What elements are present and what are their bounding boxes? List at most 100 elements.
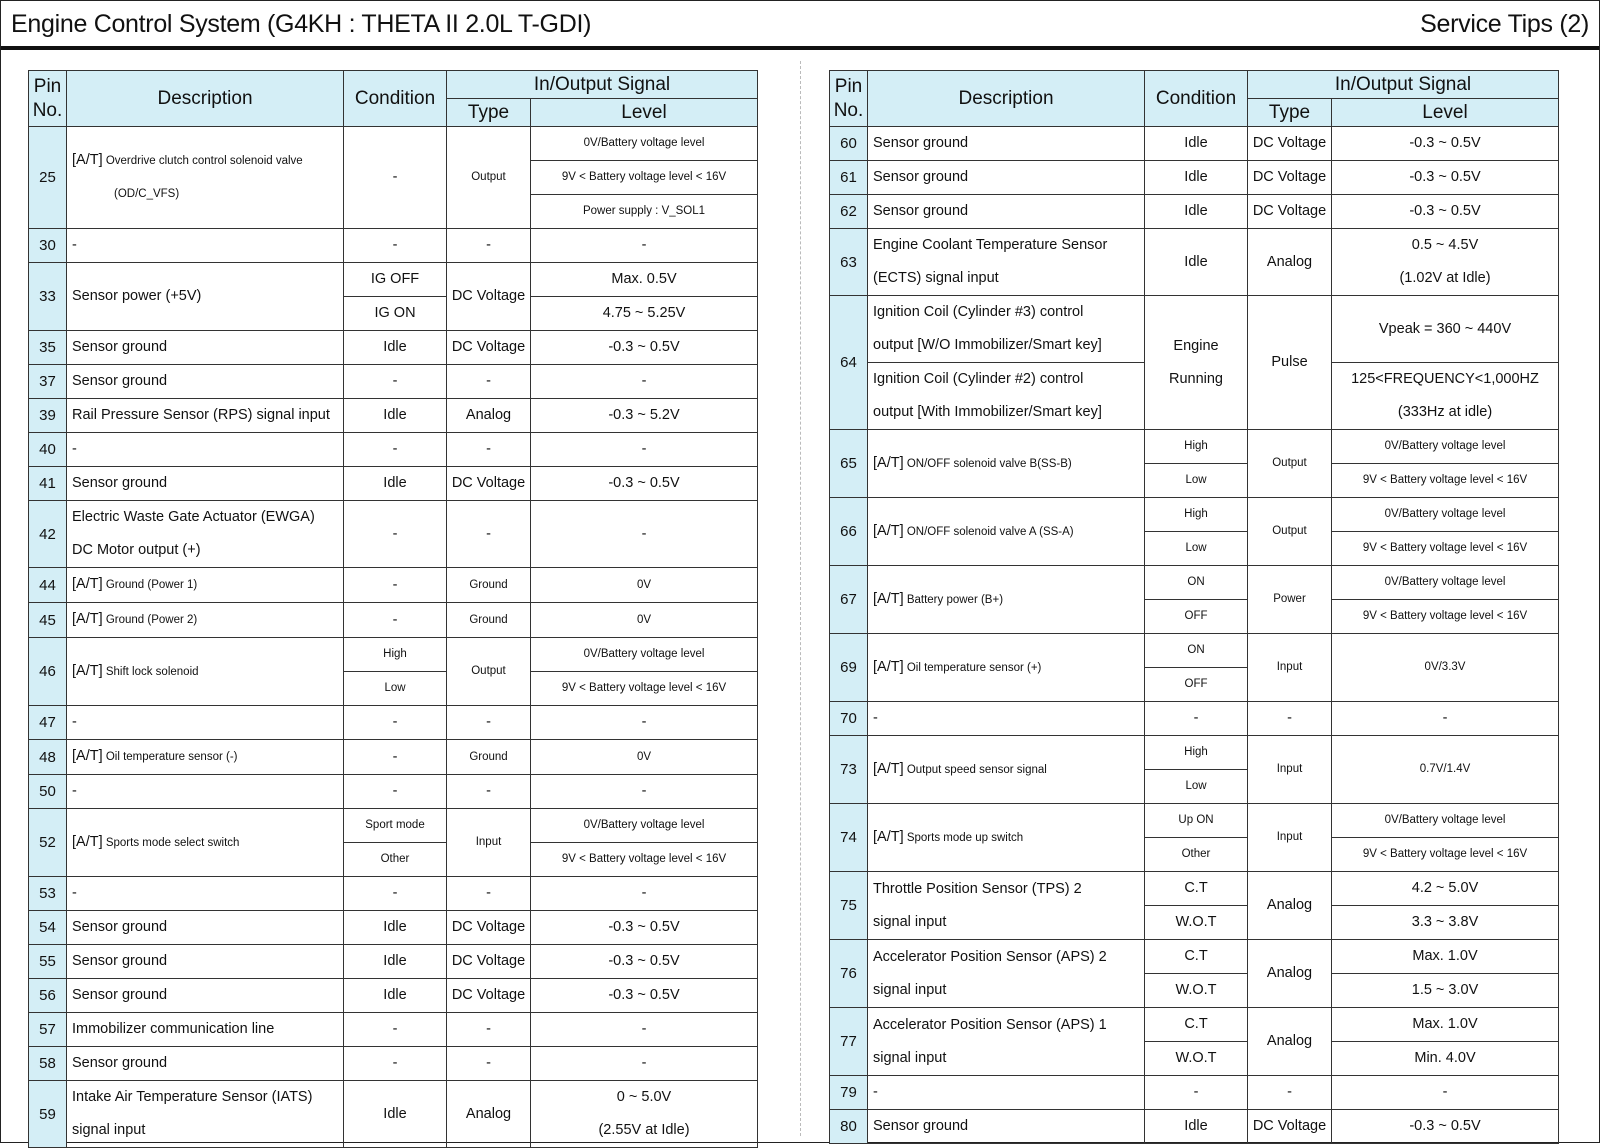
signal-cell: 4.2 ~ 5.0V <box>1330 871 1560 906</box>
at-prefix: [A/T] <box>873 522 904 539</box>
table-row: 47- - - - <box>28 705 759 740</box>
signal-cell: - <box>343 228 447 263</box>
description-text: ON/OFF solenoid valve A (SS-A) <box>906 525 1074 538</box>
pin-number: 42 <box>28 500 67 568</box>
table-header: Pin No. Description Condition In/Output Sig… <box>829 70 1560 127</box>
signal-cell: - <box>446 500 531 568</box>
signal-cell: Idle <box>343 398 447 433</box>
pin-table-left: Pin No. Description Condition In/Output Sig… <box>28 70 759 1148</box>
signal-cell: DC Voltage <box>1247 126 1332 161</box>
signal-cell: C.T <box>1144 939 1248 974</box>
pin-number: 77 <box>829 1007 868 1076</box>
table-row: 70- - - - <box>829 701 1560 736</box>
signal-cell: Idle <box>343 1080 447 1148</box>
pin-description: [A/T] Sports mode select switch <box>66 808 344 877</box>
service-tips-label: Service Tips (2) <box>1420 10 1589 38</box>
signal-cell: Input <box>1247 633 1332 702</box>
pin-description: Sensor power (+5V) <box>66 262 344 331</box>
col-header-type: Type <box>446 98 531 127</box>
at-prefix: [A/T] <box>72 576 103 592</box>
signal-cell: Up ON <box>1144 803 1248 838</box>
signal-cell: Other <box>343 842 447 877</box>
table-row: 75 Throttle Position Sensor (TPS) 2 signa… <box>829 871 1560 940</box>
signal-cell: 125<FREQUENCY<1,000HZ (333Hz at idle) <box>1330 362 1560 430</box>
signal-cell: C.T <box>1144 1007 1248 1042</box>
signal-cell: Analog <box>446 1080 531 1148</box>
signal-cell: 0V/Battery voltage level <box>529 808 759 843</box>
signal-cell: Power <box>1247 565 1332 634</box>
pin-number: 47 <box>28 705 67 740</box>
table-row: 57 Immobilizer communication line - - - <box>28 1012 759 1047</box>
signal-cell: - <box>343 774 447 809</box>
signal-cell: Input <box>1247 803 1332 872</box>
signal-cell: Idle <box>343 944 447 979</box>
signal-cell: DC Voltage <box>446 330 531 365</box>
signal-cell: - <box>529 705 759 740</box>
at-prefix: [A/T] <box>873 760 904 777</box>
at-prefix: [A/T] <box>72 152 103 168</box>
table-row: 41 Sensor ground Idle DC Voltage -0.3 ~ 0.5V <box>28 466 759 501</box>
signal-cell: -0.3 ~ 0.5V <box>529 466 759 501</box>
signal-cell: Idle <box>343 910 447 945</box>
pin-description: Rail Pressure Sensor (RPS) signal input <box>66 398 344 433</box>
table-row: 67 [A/T] Battery power (B+) ON Power 0V/Batt… <box>829 565 1560 634</box>
signal-cell: 3.3 ~ 3.8V <box>1330 905 1560 940</box>
pin-description: [A/T] Sports mode up switch <box>867 803 1145 872</box>
signal-cell: 9V < Battery voltage level < 16V <box>1330 837 1560 872</box>
signal-cell: - <box>343 126 447 229</box>
pin-number: 70 <box>829 701 868 736</box>
signal-cell: 9V < Battery voltage level < 16V <box>529 842 759 877</box>
pin-description: [A/T] Oil temperature sensor (+) <box>867 633 1145 702</box>
description-text: Oil temperature sensor (-) <box>105 751 238 763</box>
table-row: 9V < Battery voltage level < 16V <box>29 160 759 195</box>
pin-number: 62 <box>829 194 868 229</box>
signal-cell: - <box>343 602 447 638</box>
pin-description: Sensor ground <box>66 944 344 979</box>
signal-cell: Low <box>1144 769 1248 804</box>
signal-cell: - <box>446 1046 531 1081</box>
pin-number: 45 <box>28 602 67 638</box>
signal-cell: - <box>343 567 447 603</box>
title-bar: Engine Control System (G4KH : THETA II 2… <box>1 1 1599 50</box>
pin-number: 74 <box>829 803 868 872</box>
signal-cell: 9V < Battery voltage level < 16V <box>1330 599 1560 634</box>
pin-number: 41 <box>28 466 67 501</box>
signal-cell: - <box>446 774 531 809</box>
pin-description: Electric Waste Gate Actuator (EWGA) DC M… <box>66 500 344 568</box>
pin-description: [A/T] ON/OFF solenoid valve B(SS-B) <box>867 429 1145 498</box>
pin-number: 37 <box>28 364 67 399</box>
signal-cell: - <box>1330 701 1560 736</box>
table-row: 69 [A/T] Oil temperature sensor (+) ON Inpu… <box>829 633 1560 702</box>
signal-cell: -0.3 ~ 0.5V <box>1330 160 1560 195</box>
pin-number: 76 <box>829 939 868 1008</box>
table-header: Pin No. Description Condition In/Output Sig… <box>28 70 759 127</box>
signal-cell: Ground <box>446 567 531 603</box>
table-row: W.O.T 3.3 ~ 3.8V <box>830 905 1560 940</box>
signal-cell: Analog <box>446 398 531 433</box>
table-row: 61 Sensor ground Idle DC Voltage -0.3 ~ 0.5V <box>829 160 1560 195</box>
description-text: Sports mode up switch <box>906 831 1024 844</box>
description-text: Overdrive clutch control solenoid valve <box>105 155 303 167</box>
table-row: 33 Sensor power (+5V) IG OFF DC Voltage Max.… <box>28 262 759 331</box>
col-header-level: Level <box>1330 98 1560 127</box>
signal-cell: - <box>529 228 759 263</box>
pin-number: 58 <box>28 1046 67 1081</box>
pin-number: 53 <box>28 876 67 911</box>
pin-description: - <box>867 1075 1145 1110</box>
pin-description: Sensor ground <box>66 910 344 945</box>
table-row: 65 [A/T] ON/OFF solenoid valve B(SS-B) Hig… <box>829 429 1560 498</box>
signal-cell: -0.3 ~ 0.5V <box>1330 194 1560 229</box>
signal-cell: ON <box>1144 633 1248 668</box>
signal-cell: - <box>446 432 531 467</box>
table-row: 53- - - - <box>28 876 759 911</box>
table-row: 30- - - - <box>28 228 759 263</box>
pin-number: 66 <box>829 497 868 566</box>
at-prefix: [A/T] <box>72 611 103 627</box>
pin-description: Ignition Coil (Cylinder #2) control outp… <box>867 362 1145 430</box>
pin-number: 73 <box>829 735 868 804</box>
pin-number: 56 <box>28 978 67 1013</box>
signal-cell: Idle <box>343 466 447 501</box>
pin-description: Accelerator Position Sensor (APS) 1 sign… <box>867 1007 1145 1076</box>
signal-cell: - <box>529 432 759 467</box>
signal-cell: Ground <box>446 739 531 775</box>
